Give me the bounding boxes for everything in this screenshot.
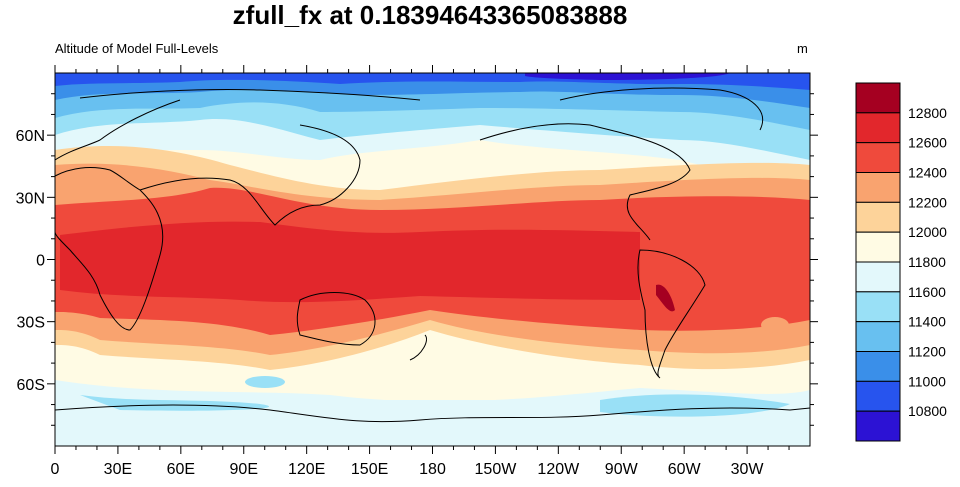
coastlines [55,87,810,423]
colorbar-swatch [855,142,901,174]
coast-new-zealand [409,334,427,361]
coast-africa [55,167,164,331]
colorbar-label: 12600 [908,135,947,151]
colorbar-swatch [855,380,901,412]
colorbar-swatch [855,321,901,352]
coast-australia [296,292,376,346]
lon-tick-label: 120W [537,461,580,478]
colorbar-label: 12800 [908,105,947,121]
coast-north-america [479,123,691,241]
colorbar-label: 12400 [908,165,947,181]
lon-tick-label: 150E [351,461,388,478]
lon-tick-label: 30W [731,461,765,478]
coast-south-america [637,249,706,379]
lat-tick-label: 0 [36,253,45,270]
colorbar-label: 11800 [908,254,946,270]
band-12800 [60,221,640,303]
colorbar-label: 11000 [908,373,946,389]
colorbar-label: 10800 [908,403,947,419]
lon-tick-label: 0 [51,461,60,478]
colorbar-label: 11200 [908,344,946,360]
lon-tick-label: 180 [419,461,446,478]
lon-tick-label: 90E [230,461,258,478]
units-label: m [797,41,808,56]
colorbar-label: 11600 [908,284,946,300]
colorbar-swatch [855,410,901,442]
colorbar-swatch [855,112,901,144]
latitude-ticks: 60N 30N 0 30S 60S [16,128,818,394]
map-title: zfull_fx at 0.18394643365083888 [232,0,628,30]
band-south-11600-a [80,395,270,411]
lat-tick-label: 30N [16,190,45,207]
band-south-11600-c [245,376,285,388]
lon-tick-label: 120E [288,461,325,478]
lon-tick-label: 30E [104,461,132,478]
band-13000 [656,284,675,312]
colorbar-label: 12000 [908,224,947,240]
coast-asia-south [139,124,361,226]
lon-tick-label: 150W [475,461,518,478]
band-pocket-12400 [761,317,789,333]
lat-tick-label: 60S [17,377,45,394]
lat-tick-label: 60N [16,128,45,145]
coast-europe [55,99,181,161]
band-north-10800 [525,73,730,80]
colorbar-swatch [855,231,901,263]
colorbar-label: 12200 [908,194,947,210]
longitude-ticks: 0 30E 60E 90E 120E 150E 180 150W 120W 90W 60W 30W [51,65,765,478]
coast-arctic-asia [79,88,421,101]
lon-tick-label: 90W [605,461,639,478]
lat-tick-label: 30S [17,315,45,332]
lon-tick-label: 60E [167,461,195,478]
colorbar-swatch [855,172,901,203]
minor-ticks [51,69,814,450]
band-south-11800b [55,380,810,446]
contour-field [55,73,810,446]
colorbar-swatch [855,351,901,382]
coast-greenland [559,87,763,131]
colorbar-swatch [855,291,901,323]
lon-tick-label: 60W [668,461,702,478]
colorbar: 12800 12600 12400 12200 12000 11800 11600 11400… [855,82,947,442]
variable-long-name: Altitude of Model Full-Levels [55,41,219,56]
colorbar-swatch [855,201,901,233]
colorbar-label: 11400 [908,314,946,330]
coast-antarctica [55,404,810,423]
colorbar-swatch [855,82,901,114]
colorbar-swatch [855,261,901,293]
